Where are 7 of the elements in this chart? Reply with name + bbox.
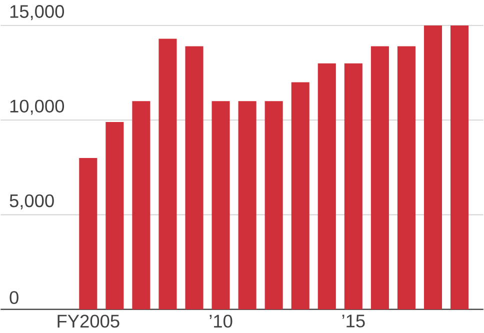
y-tick-label: 10,000 [10,100,64,115]
x-tick-label: ’10 [210,314,232,328]
y-tick-label: 5,000 [10,194,54,210]
y-tick-label: 0 [10,291,18,304]
x-tick-label: FY2005 [58,314,120,328]
x-tick-label: ’15 [342,314,365,328]
y-tick-label: 15,000 [10,5,64,20]
